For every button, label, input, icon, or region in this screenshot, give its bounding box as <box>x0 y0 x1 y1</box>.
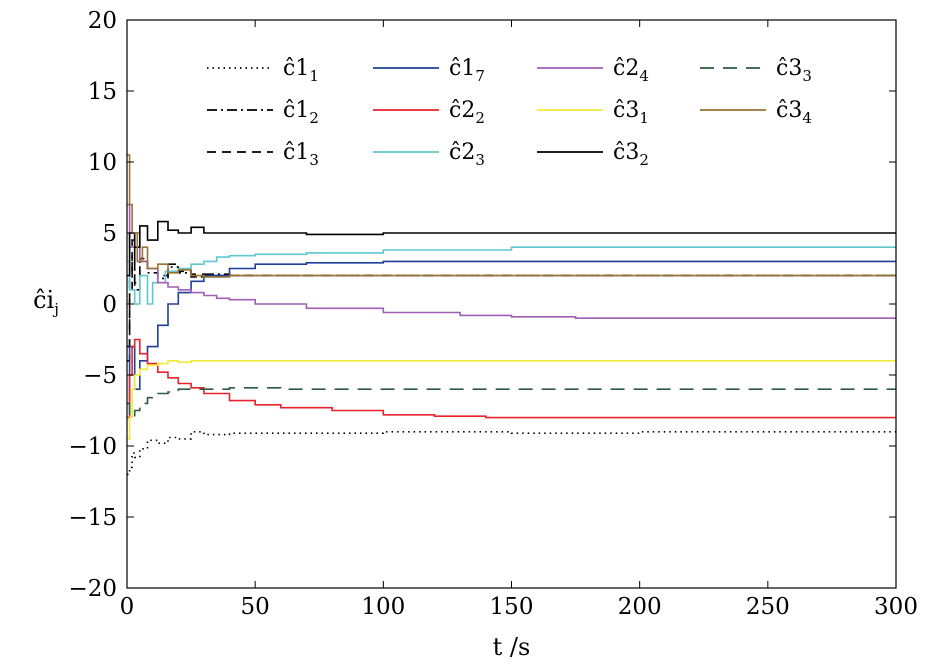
y-tick-label: 10 <box>88 150 117 176</box>
legend-label-c17: ĉ17 <box>449 56 485 85</box>
x-tick-label: 150 <box>490 594 534 620</box>
y-tick-label: −5 <box>83 363 117 389</box>
x-tick-label: 300 <box>874 594 918 620</box>
legend-label-c32: ĉ32 <box>613 140 649 169</box>
x-axis-label: t /s <box>493 633 531 661</box>
x-tick-label: 50 <box>241 594 270 620</box>
ticks-layer: 0 50 100 150 200 250 300 −20 −15 −10 −5 0 5 10 15 20 <box>68 8 918 620</box>
x-tick-label: 200 <box>618 594 662 620</box>
legend-label-c34: ĉ34 <box>776 98 812 127</box>
series-line-c34 <box>127 154 896 278</box>
legend-label-c22: ĉ22 <box>449 98 485 127</box>
legend-label-c13: ĉ13 <box>283 140 319 169</box>
x-tick-label: 0 <box>120 594 135 620</box>
series-line-c17 <box>127 260 896 405</box>
legend-label-c11: ĉ11 <box>283 56 319 85</box>
y-tick-label: −20 <box>68 576 117 602</box>
x-tick-label: 250 <box>746 594 790 620</box>
y-axis-label: ĉij <box>33 286 59 318</box>
y-tick-label: −10 <box>68 434 117 460</box>
y-tick-label: 5 <box>102 221 117 247</box>
series-line-c22 <box>127 338 896 419</box>
legend-label-c12: ĉ12 <box>283 98 319 127</box>
series-layer <box>127 154 896 476</box>
x-tick-label: 100 <box>361 594 405 620</box>
y-tick-label: −15 <box>68 505 117 531</box>
legend-label-c23: ĉ23 <box>449 140 485 169</box>
legend-label-c24: ĉ24 <box>613 56 649 85</box>
legend: ĉ11 ĉ12 ĉ13 ĉ17 ĉ22 ĉ23 ĉ24 ĉ31 ĉ32 ĉ33 ĉ34 <box>207 56 812 169</box>
legend-label-c33: ĉ33 <box>776 56 812 85</box>
series-line-c23 <box>127 246 896 305</box>
series-line-c31 <box>127 360 896 440</box>
y-tick-label: 0 <box>102 292 117 318</box>
series-line-c33 <box>127 387 896 419</box>
legend-label-c31: ĉ31 <box>613 98 649 127</box>
series-line-c11 <box>127 431 896 476</box>
y-tick-label: 15 <box>88 79 117 105</box>
y-tick-label: 20 <box>88 8 117 34</box>
